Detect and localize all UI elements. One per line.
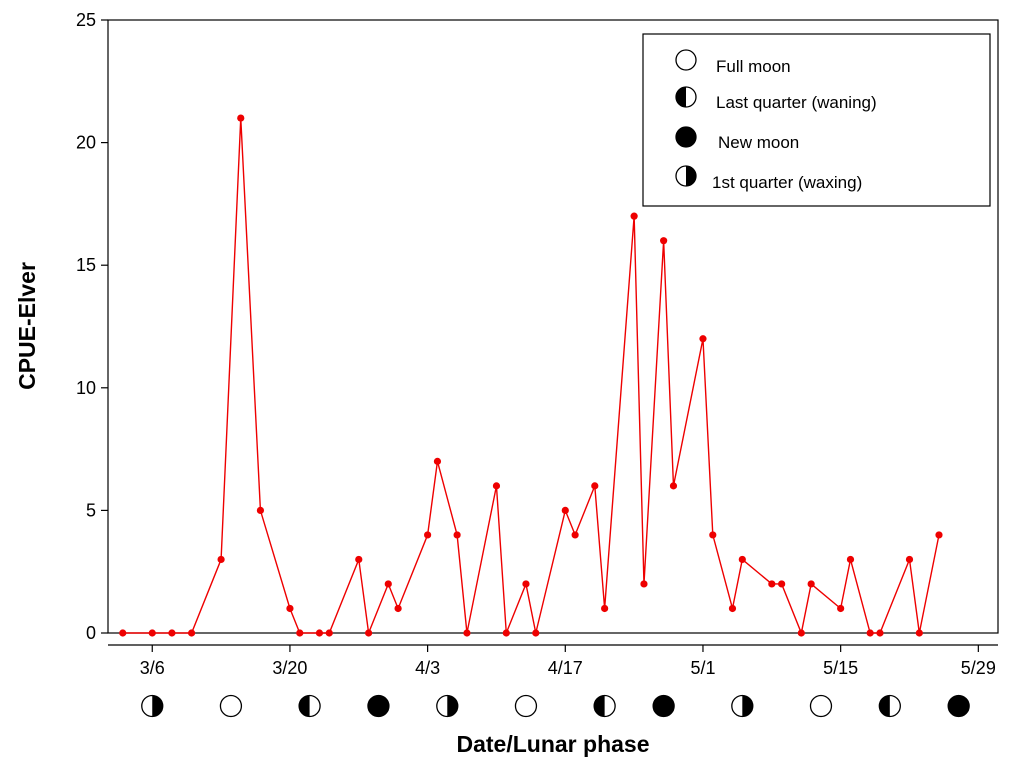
legend-label: 1st quarter (waxing)	[712, 173, 862, 192]
x-tick-label: 5/1	[690, 658, 715, 678]
data-point	[424, 531, 432, 539]
series-points	[119, 114, 943, 637]
data-point	[601, 604, 609, 613]
x-tick-label: 4/3	[415, 658, 440, 678]
x-axis-title: Date/Lunar phase	[457, 731, 650, 757]
data-point	[433, 457, 442, 465]
data-point	[561, 506, 569, 514]
data-point	[728, 604, 737, 613]
data-point	[935, 531, 943, 539]
plot-frame	[107, 19, 999, 634]
plot-border	[107, 19, 999, 634]
data-point	[325, 629, 333, 637]
lunar-phase-first-icon	[141, 694, 164, 718]
data-point	[866, 629, 874, 637]
data-point	[256, 506, 265, 514]
data-point	[837, 604, 845, 613]
data-point	[738, 555, 746, 564]
data-point	[571, 531, 579, 539]
data-point	[384, 580, 392, 588]
x-axis: 3/6 3/20 4/3 4/17 5/1 5/15 5/29	[108, 644, 998, 678]
data-point	[394, 604, 402, 613]
y-tick-label: 15	[76, 255, 96, 275]
lunar-phase-new-icon	[947, 694, 970, 718]
lunar-phase-full-icon	[514, 694, 538, 718]
data-point	[492, 482, 501, 490]
data-point	[315, 629, 324, 637]
lunar-phase-last-icon	[878, 694, 901, 718]
data-point	[846, 555, 855, 564]
x-tick-label: 3/6	[140, 658, 165, 678]
x-tick-label: 5/29	[961, 658, 996, 678]
data-point	[148, 629, 156, 637]
lunar-phase-full-icon	[219, 694, 243, 718]
y-tick-label: 25	[76, 10, 96, 30]
data-point	[453, 531, 461, 539]
data-point	[522, 580, 530, 588]
data-point	[699, 335, 707, 343]
y-tick-label: 10	[76, 378, 96, 398]
x-tick-label: 5/15	[823, 658, 858, 678]
data-point	[463, 629, 471, 637]
legend: Full moon Last quarter (waning) New moon 1s…	[642, 33, 991, 207]
y-axis: 0 5 10 15 20 25	[76, 10, 108, 643]
data-point	[532, 629, 540, 637]
lunar-phase-full-icon	[809, 694, 833, 718]
data-point	[591, 482, 599, 490]
data-point	[660, 237, 668, 245]
lunar-phase-first-icon	[731, 694, 754, 718]
data-point	[119, 629, 127, 637]
legend-last-icon	[675, 86, 697, 108]
lunar-phase-new-icon	[652, 694, 675, 718]
series-polyline	[122, 118, 940, 636]
data-point	[630, 212, 638, 220]
x-tick-label: 3/20	[272, 658, 307, 678]
legend-label: New moon	[718, 133, 799, 152]
data-point	[876, 629, 884, 637]
lunar-phase-last-icon	[298, 694, 321, 718]
data-point	[669, 482, 678, 490]
legend-new-icon	[675, 126, 697, 148]
data-point	[365, 629, 373, 637]
data-point	[640, 580, 648, 588]
legend-first-icon	[675, 165, 697, 187]
legend-label: Full moon	[716, 57, 791, 76]
data-point	[237, 114, 245, 122]
series-line	[122, 118, 940, 636]
lunar-phase-new-icon	[367, 694, 390, 718]
y-tick-label: 0	[86, 623, 96, 643]
data-point	[187, 629, 196, 637]
data-point	[915, 629, 923, 637]
legend-label: Last quarter (waning)	[716, 93, 877, 112]
data-point	[709, 531, 717, 539]
data-point	[905, 555, 914, 564]
data-point	[797, 629, 805, 637]
data-point	[296, 629, 304, 637]
x-tick-label: 4/17	[548, 658, 583, 678]
data-point	[168, 629, 176, 637]
legend-full-icon	[675, 49, 697, 71]
lunar-phase-last-icon	[593, 694, 616, 718]
lunar-phase-first-icon	[436, 694, 459, 718]
data-point	[778, 580, 786, 588]
data-point	[286, 604, 294, 613]
data-point	[768, 580, 776, 588]
data-point	[502, 629, 510, 637]
y-tick-label: 20	[76, 133, 96, 153]
legend-box	[642, 33, 991, 207]
y-axis-title: CPUE-Elver	[14, 262, 40, 390]
data-point	[807, 580, 815, 588]
data-point	[217, 555, 225, 564]
data-point	[355, 555, 363, 564]
lunar-phase-row	[141, 694, 970, 718]
y-tick-label: 5	[86, 500, 96, 520]
